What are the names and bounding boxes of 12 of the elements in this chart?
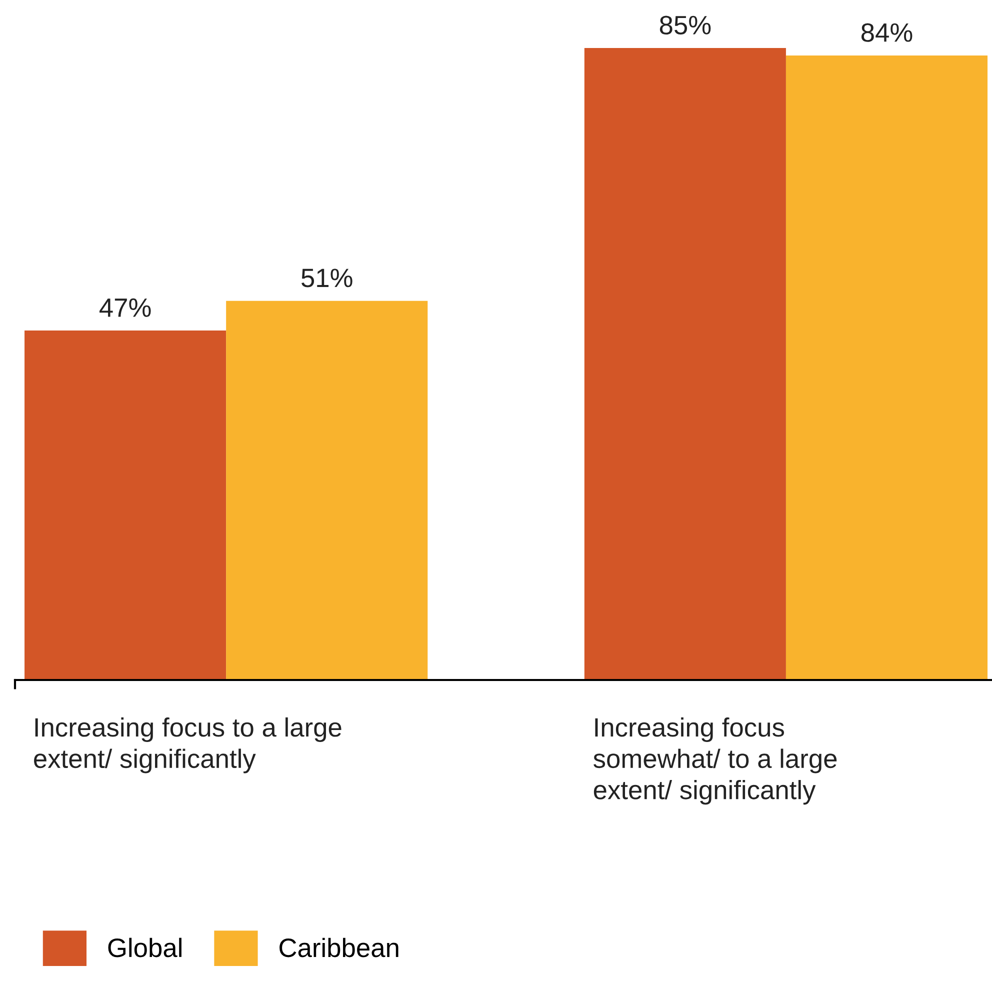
bar <box>584 48 786 680</box>
data-label: 84% <box>861 23 912 42</box>
x-tick-label: Increasing focus to a large extent/ significantly <box>34 717 342 774</box>
legend-label: Global <box>108 938 182 958</box>
x-tick-label: Increasing focus somewhat/ to a large extent/ significantly <box>594 717 837 805</box>
bar <box>226 300 428 680</box>
bar <box>786 55 988 680</box>
legend-label: Caribbean <box>280 938 398 958</box>
bar <box>24 330 226 680</box>
data-label: 47% <box>99 298 151 317</box>
data-label: 85% <box>660 16 711 34</box>
data-label: 51% <box>302 268 352 288</box>
